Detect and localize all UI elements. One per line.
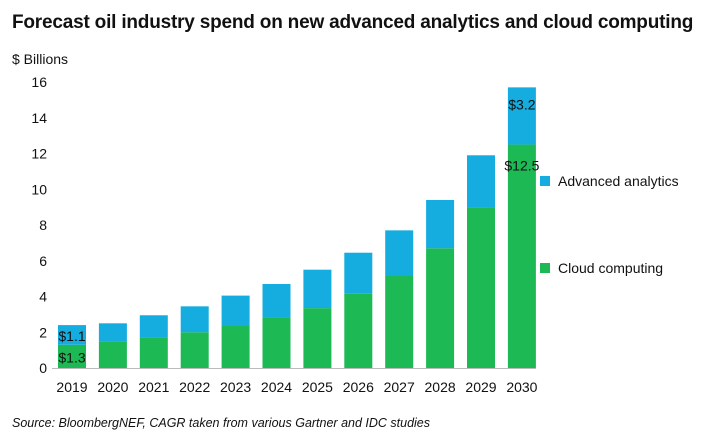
y-tick-label: 10 (31, 181, 47, 197)
y-tick-label: 14 (31, 110, 47, 126)
y-axis-ticks: 0 2 4 6 8 10 12 14 16 (31, 74, 47, 376)
bar-cloud-computing (385, 275, 414, 368)
bar-cloud-computing (139, 337, 168, 368)
data-labels: $1.3 $1.1 $12.5 $3.2 (58, 96, 539, 365)
x-tick-label: 2027 (384, 379, 415, 395)
bar-advanced-analytics (221, 295, 250, 326)
bar-cloud-computing (180, 332, 209, 368)
bar-cloud-computing (58, 344, 86, 368)
bar-advanced-analytics (426, 199, 455, 249)
y-tick-label: 12 (31, 146, 47, 162)
y-tick-label: 2 (39, 324, 47, 340)
x-axis-ticks: 2019 2020 2021 2022 2023 2024 2025 2026 2027 2028… (52, 368, 538, 395)
y-tick-label: 4 (39, 289, 47, 305)
y-axis-label: $ Billions (12, 51, 69, 67)
bar-advanced-analytics (507, 87, 536, 145)
x-tick-label: 2020 (97, 379, 128, 395)
x-tick-label: 2030 (506, 379, 537, 395)
data-label: $12.5 (504, 158, 539, 174)
bar-advanced-analytics (385, 230, 414, 276)
bars (58, 87, 536, 368)
y-tick-label: 8 (39, 217, 47, 233)
bar-advanced-analytics (180, 306, 209, 333)
bar-cloud-computing (426, 248, 455, 368)
y-tick-label: 16 (31, 74, 47, 90)
x-tick-label: 2019 (56, 379, 87, 395)
x-tick-label: 2028 (425, 379, 456, 395)
y-tick-label: 0 (39, 360, 47, 376)
legend-swatch-analytics (540, 176, 550, 186)
x-tick-label: 2021 (138, 379, 169, 395)
legend-swatch-cloud (540, 263, 550, 273)
bar-advanced-analytics (139, 315, 168, 338)
y-tick-label: 6 (39, 253, 47, 269)
x-tick-label: 2023 (220, 379, 251, 395)
legend-label-cloud: Cloud computing (558, 260, 664, 276)
bar-cloud-computing (303, 308, 332, 368)
x-tick-label: 2025 (302, 379, 333, 395)
x-tick-label: 2022 (179, 379, 210, 395)
data-label: $3.2 (508, 96, 535, 112)
x-tick-label: 2029 (465, 379, 496, 395)
bar-cloud-computing (98, 341, 127, 368)
x-tick-label: 2026 (343, 379, 374, 395)
bar-advanced-analytics (262, 283, 291, 318)
source-note: Source: BloombergNEF, CAGR taken from va… (12, 416, 430, 430)
x-tick-label: 2024 (261, 379, 292, 395)
bar-cloud-computing (344, 293, 373, 368)
bar-cloud-computing (467, 207, 495, 368)
legend-item-cloud: Cloud computing (540, 260, 663, 276)
bar-advanced-analytics (58, 325, 86, 345)
bar-cloud-computing (221, 325, 250, 368)
data-label: $1.3 (58, 349, 85, 365)
bar-advanced-analytics (344, 252, 373, 294)
bar-advanced-analytics (467, 155, 495, 208)
bar-cloud-computing (507, 144, 536, 368)
chart-title: Forecast oil industry spend on new advan… (12, 12, 694, 33)
legend-label-analytics: Advanced analytics (558, 173, 679, 189)
bar-cloud-computing (262, 317, 291, 368)
bar-advanced-analytics (303, 269, 332, 309)
data-label: $1.1 (58, 328, 85, 344)
legend-item-analytics: Advanced analytics (540, 173, 679, 189)
bar-advanced-analytics (98, 323, 127, 342)
